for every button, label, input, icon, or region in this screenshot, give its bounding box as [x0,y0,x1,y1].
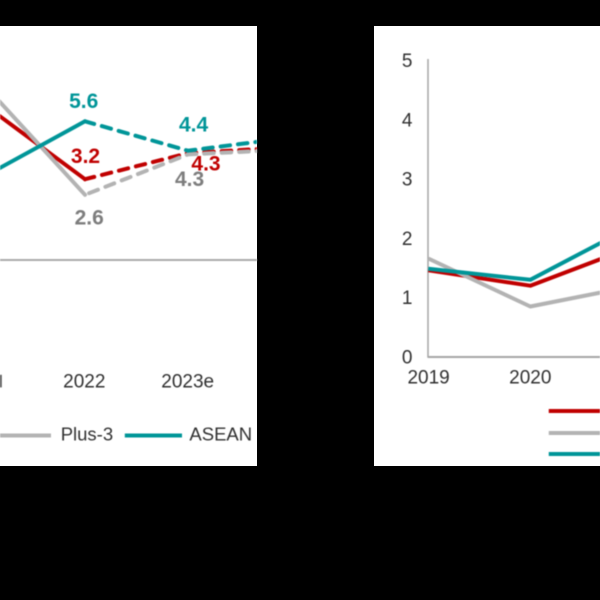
svg-text:4.3: 4.3 [175,168,204,191]
svg-text:3: 3 [402,170,413,191]
svg-text:4.3: 4.3 [191,153,220,176]
svg-text:2020: 2020 [509,367,551,388]
svg-text:2019: 2019 [407,367,449,388]
svg-text:1: 1 [402,288,413,309]
svg-text:4.4: 4.4 [179,113,209,136]
svg-text:Plus-3: Plus-3 [61,424,113,445]
svg-text:2.6: 2.6 [75,207,104,230]
svg-text:5.6: 5.6 [69,90,98,113]
svg-text:2023e: 2023e [161,371,214,392]
svg-text:0: 0 [402,348,413,369]
svg-text:ASEAN: ASEAN [189,424,252,445]
svg-text:3.2: 3.2 [71,145,100,168]
svg-text:5: 5 [402,51,413,72]
svg-text:2: 2 [402,229,413,250]
svg-text:2022: 2022 [63,371,105,392]
svg-text:4: 4 [402,110,413,131]
